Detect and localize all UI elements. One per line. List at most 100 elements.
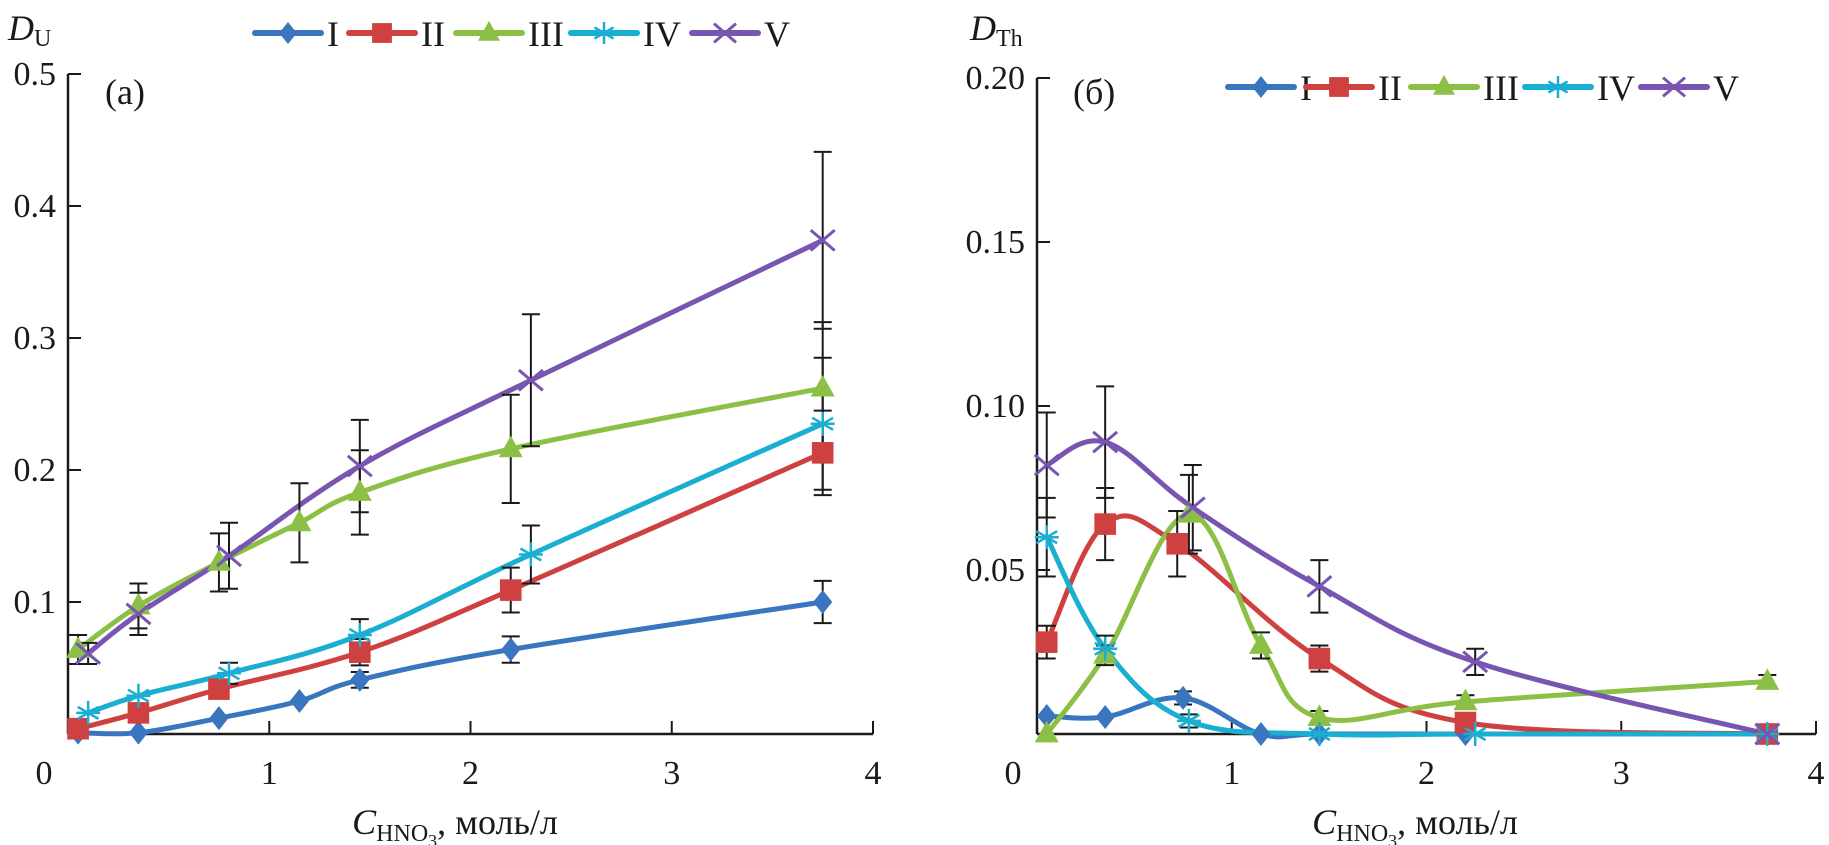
data-point-I — [128, 720, 149, 745]
data-point-V — [517, 368, 544, 392]
series-IV — [85, 421, 826, 716]
legend-item-IV: IV — [568, 14, 681, 54]
legend-item-III: III — [1408, 68, 1519, 108]
y-tick-label: 0.4 — [14, 188, 57, 225]
data-point-V — [1179, 496, 1206, 520]
series-markers-I — [1037, 685, 1777, 746]
data-point-II — [349, 641, 371, 663]
x-tick-label: 0 — [1005, 755, 1022, 792]
cross-stroke — [346, 454, 373, 478]
legend-item-IV: IV — [1522, 68, 1635, 108]
x-tick-label: 4 — [865, 755, 882, 792]
data-point-IV — [347, 623, 372, 647]
data-point-II — [1454, 711, 1477, 734]
y-axis-title-sub: Th — [996, 26, 1023, 52]
data-point-IV — [518, 542, 543, 567]
cross-stroke — [1033, 453, 1060, 477]
data-point-II — [1035, 631, 1058, 653]
data-point-III — [1034, 720, 1059, 743]
data-point-II — [1166, 532, 1189, 555]
data-point-V — [75, 642, 102, 665]
legend-label: I — [327, 14, 339, 54]
x-axis-title-main: C — [352, 802, 377, 842]
data-point-IV — [1093, 636, 1118, 661]
x-tick-label: 0 — [36, 755, 53, 792]
data-point-I — [350, 667, 370, 692]
x-axis-title-sub: HNO — [376, 821, 428, 845]
legend-marker-asterisk-icon — [593, 22, 615, 44]
series-markers-V — [1033, 430, 1781, 746]
y-tick-label: 0.5 — [14, 56, 57, 93]
legend-label: III — [1483, 68, 1519, 108]
y-tick-label: 0.15 — [966, 224, 1026, 261]
data-point-III — [1453, 688, 1478, 711]
data-point-V — [1306, 575, 1333, 598]
y-tick-label: 0.10 — [966, 388, 1026, 425]
data-point-III — [206, 549, 231, 571]
data-point-V — [1754, 722, 1781, 746]
cross-stroke — [517, 368, 544, 392]
legend-label: II — [1378, 68, 1402, 108]
series-III — [1044, 511, 1770, 737]
series-line-I — [75, 599, 826, 737]
legend-item-II: II — [1303, 68, 1402, 108]
cross-stroke — [809, 228, 836, 252]
legend-marker-diamond-icon — [1252, 76, 1270, 98]
data-point-III — [810, 374, 835, 397]
data-point-IV — [1034, 525, 1059, 550]
x-axis-title-subsub: 3 — [428, 831, 437, 845]
data-point-IV — [810, 411, 835, 436]
data-point-III — [1755, 668, 1780, 690]
legend-marker-triangle-icon — [478, 20, 500, 41]
legend-item-I: I — [1225, 68, 1312, 108]
y-axis-title: DTh — [969, 8, 1023, 52]
y-tick-label: 0.1 — [14, 584, 57, 621]
data-point-I — [813, 590, 833, 614]
x-axis-title-units: , моль/л — [437, 802, 558, 842]
data-point-V — [125, 602, 152, 626]
x-tick-label: 1 — [261, 755, 278, 792]
data-point-V — [1092, 430, 1119, 454]
cross-stroke — [1179, 496, 1206, 520]
x-tick-label: 4 — [1808, 755, 1825, 792]
series-line-IV — [85, 421, 826, 716]
series-I — [75, 599, 826, 737]
x-tick-label: 1 — [1223, 755, 1240, 792]
data-point-IV — [76, 700, 101, 725]
data-point-II — [1094, 513, 1116, 535]
data-point-V — [216, 544, 242, 568]
error-bars-IV — [220, 356, 832, 685]
legend-marker-square-icon — [1329, 77, 1349, 97]
data-point-I — [1095, 704, 1115, 729]
y-tick-label: 0.2 — [14, 452, 57, 489]
x-axis-title-main: C — [1312, 802, 1337, 842]
legend-item-I: I — [252, 14, 339, 54]
data-point-III — [1248, 632, 1273, 654]
data-point-II — [208, 678, 230, 700]
y-tick-label: 0.05 — [966, 552, 1026, 589]
cross-stroke — [1306, 575, 1333, 598]
data-point-II — [67, 717, 89, 740]
error-bars-III — [69, 321, 832, 666]
data-point-III — [1307, 704, 1332, 726]
legend-item-V: V — [1638, 68, 1739, 108]
cross-stroke — [713, 22, 737, 44]
data-point-IV — [126, 683, 151, 708]
legend-item-II: II — [346, 14, 445, 54]
error-bars-IV — [1037, 496, 1198, 729]
x-tick-label: 2 — [1418, 755, 1435, 792]
data-point-III — [66, 636, 91, 658]
data-point-I — [1251, 722, 1271, 746]
x-tick-label: 3 — [1613, 755, 1630, 792]
series-line-III — [75, 385, 826, 653]
data-point-I — [1037, 703, 1057, 728]
legend-marker-triangle-icon — [1433, 74, 1455, 95]
x-tick-label: 2 — [462, 755, 479, 792]
panel-label: (a) — [105, 72, 145, 112]
y-tick-label: 0.20 — [966, 60, 1026, 97]
